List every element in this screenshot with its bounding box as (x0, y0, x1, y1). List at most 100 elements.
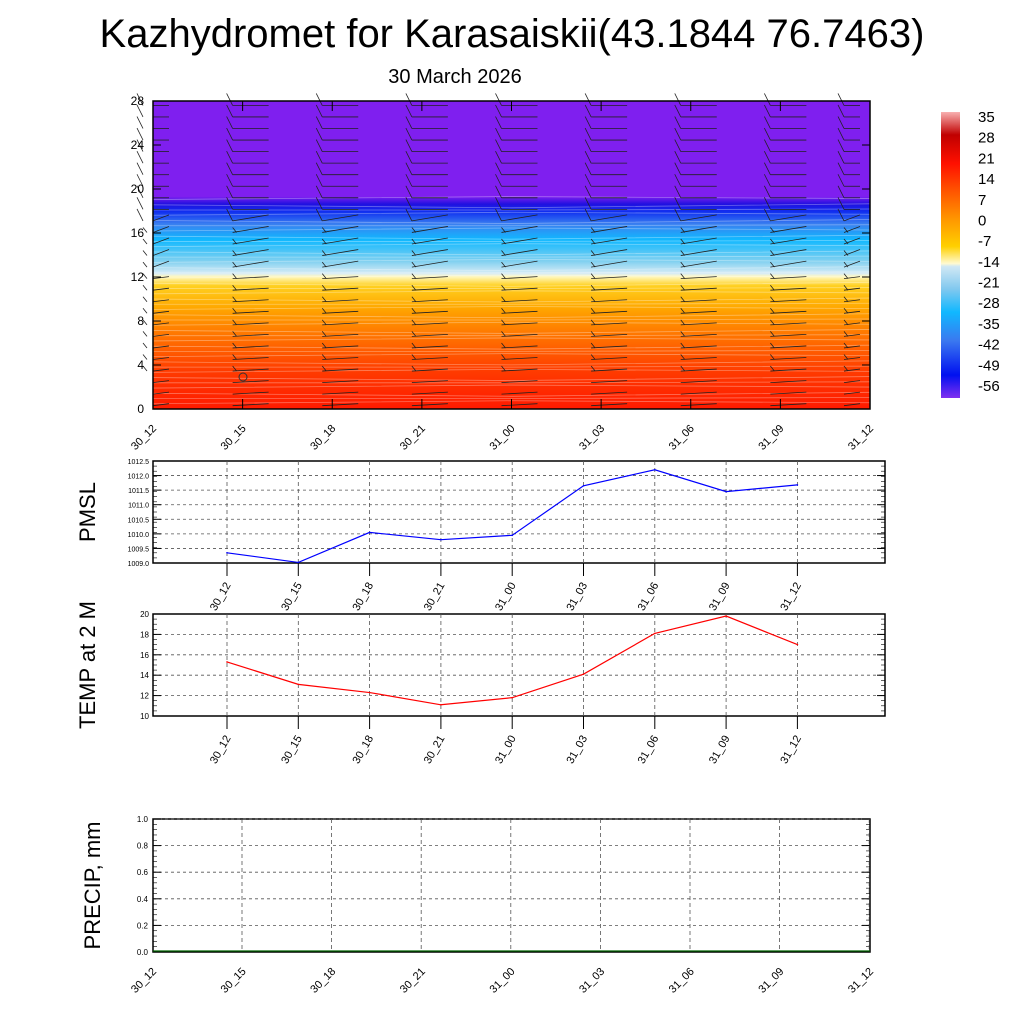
barb-staff (411, 334, 448, 337)
wind-barb (495, 174, 538, 187)
barb-flag (495, 116, 502, 129)
barb-flag (680, 296, 686, 302)
wind-barb (843, 342, 861, 349)
barb-staff (152, 368, 170, 372)
barb-flag (142, 273, 148, 279)
wind-barb (501, 260, 538, 268)
barb-flag (405, 104, 413, 118)
wind-barb (843, 391, 861, 395)
x-tick-label: 30_15 (279, 734, 305, 766)
barb-flag (770, 261, 775, 268)
barb-staff (843, 310, 861, 314)
barb-flag (226, 162, 233, 175)
wind-barb (411, 296, 448, 303)
pmsl-point (297, 561, 300, 564)
barb-staff (411, 345, 448, 349)
barb-staff (411, 237, 448, 245)
barb-flag (501, 238, 506, 245)
barb-staff (770, 249, 807, 256)
barb-staff (232, 380, 269, 383)
barb-flag (315, 197, 323, 210)
barb-flag (843, 365, 849, 372)
wind-barb (136, 139, 169, 153)
barb-flag (232, 261, 237, 268)
barb-staff (152, 287, 170, 291)
contour-line (152, 337, 871, 342)
barb-flag (837, 93, 845, 106)
contour-line (152, 196, 871, 200)
wind-barb (495, 162, 538, 176)
barb-flag (232, 284, 237, 291)
barb-staff (501, 310, 538, 314)
barb-flag (411, 238, 417, 245)
y-axis-title: PRECIP, mm (80, 822, 105, 950)
barb-staff (770, 380, 807, 383)
wind-barb (495, 93, 538, 106)
barb-staff (152, 391, 170, 395)
barb-staff (411, 310, 448, 314)
barb-flag (674, 185, 682, 198)
barb-flag (770, 331, 775, 337)
barb-staff (770, 345, 807, 349)
contour-line (153, 208, 871, 211)
pmsl-point (511, 534, 513, 537)
wind-barb (837, 139, 860, 153)
barb-flag (770, 308, 775, 314)
wind-barb (770, 380, 807, 383)
y-tick-label: 1011.5 (128, 488, 149, 495)
wind-barb (152, 403, 170, 407)
wind-barb (680, 249, 717, 256)
y-tick-label: 1010.0 (128, 532, 150, 539)
wind-barb (770, 319, 807, 326)
y-tick-label: 24 (131, 138, 145, 152)
barb-flag (142, 331, 148, 337)
wind-barb (232, 342, 269, 349)
x-tick-label: 31_03 (577, 423, 607, 453)
wind-barb (770, 237, 807, 245)
wind-barb (843, 308, 861, 314)
barb-staff (322, 391, 359, 395)
barb-flag (501, 250, 506, 256)
wind-barb (232, 319, 269, 326)
wind-barb (411, 260, 448, 268)
barb-flag (411, 284, 417, 291)
wind-barb (232, 380, 269, 383)
x-tick-label: 31_00 (493, 581, 519, 613)
wind-barb (764, 197, 807, 210)
barb-staff (152, 345, 170, 349)
x-tick-label: 30_15 (279, 581, 305, 613)
wind-barb (501, 226, 538, 233)
contour-line (153, 240, 871, 242)
temp-point (440, 703, 442, 706)
wind-barb (584, 185, 628, 199)
barb-staff (152, 357, 170, 360)
barb-flag (680, 261, 686, 268)
barb-staff (152, 380, 170, 383)
barb-staff (322, 214, 359, 222)
y-tick-label: 1011.0 (128, 503, 149, 510)
wind-barb (590, 296, 628, 303)
barb-staff (680, 322, 717, 326)
barb-flag (501, 308, 506, 314)
wind-barb (232, 403, 269, 407)
wind-barb (591, 391, 628, 395)
barb-staff (770, 368, 807, 372)
barb-flag (770, 342, 775, 349)
barb-flag (226, 208, 233, 222)
wind-barb (411, 249, 448, 256)
wind-barb (142, 319, 170, 326)
wind-barb (837, 197, 860, 210)
barb-flag (136, 208, 144, 222)
y-tick-label: 0.6 (137, 868, 149, 877)
barb-staff (770, 214, 807, 222)
barb-flag (674, 162, 682, 175)
x-tick-label: 30_12 (208, 734, 234, 766)
barb-flag (232, 296, 237, 302)
temp-point (796, 643, 799, 646)
x-tick-label: 31_00 (488, 423, 518, 453)
wind-barb (764, 185, 807, 199)
wind-barb (405, 93, 448, 106)
barb-staff (501, 345, 538, 349)
barb-flag (232, 227, 237, 233)
